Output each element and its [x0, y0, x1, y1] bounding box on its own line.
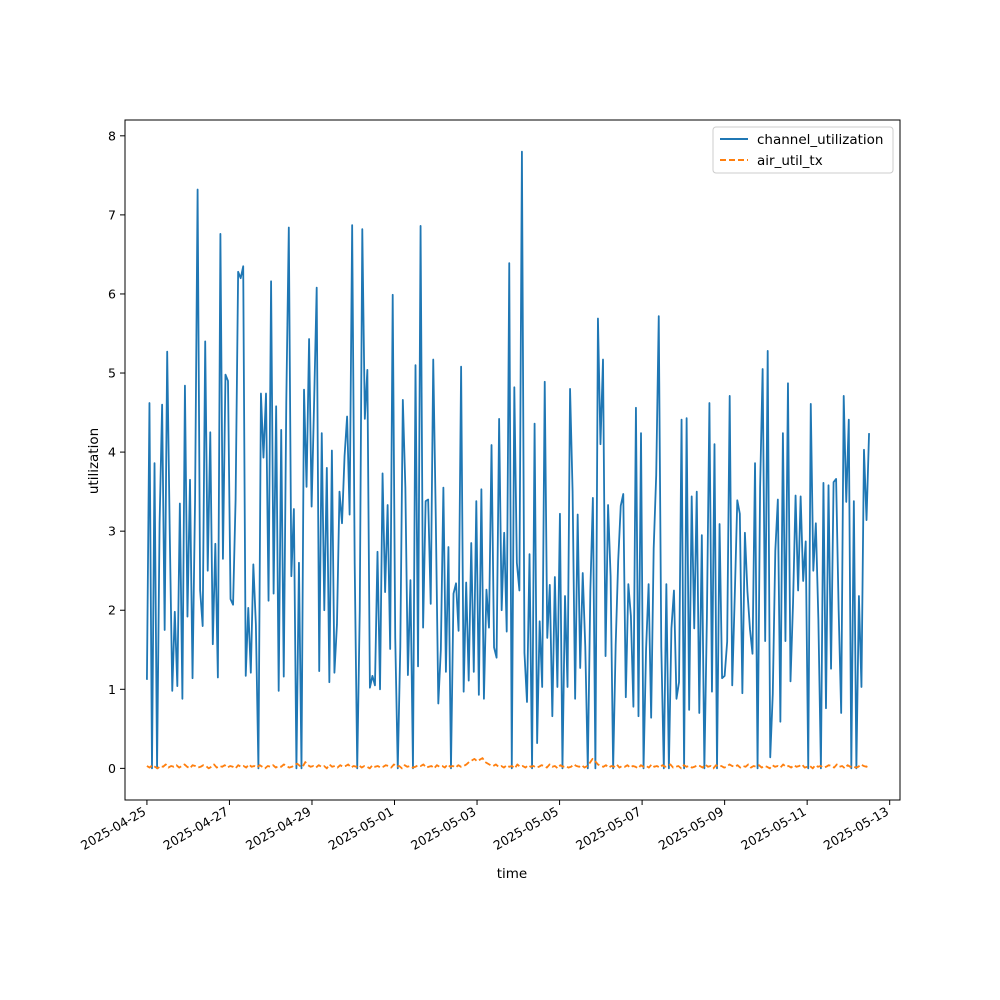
plot-area — [124, 119, 901, 801]
y-tick-label: 8 — [108, 128, 116, 143]
legend: channel_utilization air_util_tx — [712, 126, 894, 174]
y-axis: 0 1 2 3 4 5 6 7 8 — [108, 128, 125, 776]
series-line-air-util-tx — [146, 757, 870, 770]
y-tick-label: 0 — [108, 761, 116, 776]
series-layer — [146, 150, 870, 770]
y-tick-label: 6 — [108, 286, 116, 301]
legend-box — [712, 126, 894, 174]
y-tick-label: 2 — [108, 603, 116, 618]
series-line-channel-utilization — [146, 150, 870, 770]
y-axis-label: utilization — [86, 428, 102, 494]
legend-label-air-util-tx: air_util_tx — [757, 153, 823, 169]
y-tick-label: 1 — [108, 682, 116, 697]
legend-label-channel-utilization: channel_utilization — [757, 132, 884, 148]
y-tick-label: 4 — [108, 445, 116, 460]
y-tick-label: 3 — [108, 524, 116, 539]
x-axis-label: time — [497, 866, 528, 882]
y-tick-label: 7 — [108, 207, 116, 222]
axes-frame — [124, 119, 901, 801]
y-tick-label: 5 — [108, 366, 116, 381]
